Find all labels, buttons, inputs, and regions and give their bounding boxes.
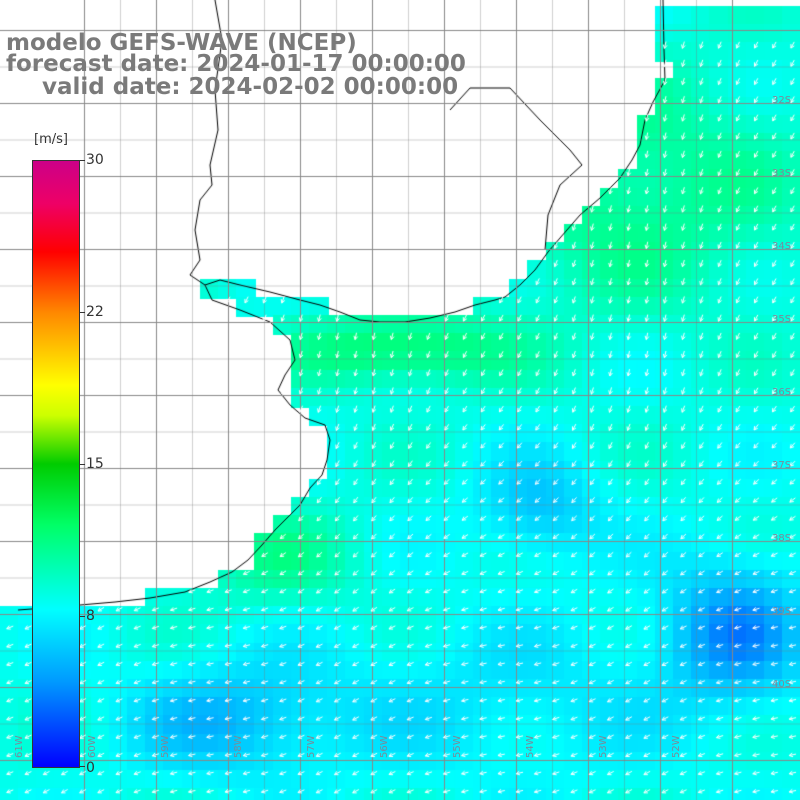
latitude-label: 40S: [772, 679, 792, 690]
colorbar-tick-0: 0: [86, 760, 95, 776]
latitude-label: 35S: [772, 314, 792, 325]
colorbar-tick-22: 22: [86, 304, 104, 320]
latitude-label: 34S: [772, 241, 792, 252]
colorbar-tick-8: 8: [86, 608, 95, 624]
longitude-label: 59W: [160, 735, 171, 758]
latitude-label: 36S: [772, 387, 792, 398]
colorbar-tick-15: 15: [86, 456, 104, 472]
longitude-label: 56W: [379, 735, 390, 758]
forecast-date: forecast date: 2024-01-17 00:00:00: [6, 51, 466, 77]
longitude-label: 55W: [452, 735, 463, 758]
longitude-label: 57W: [306, 735, 317, 758]
longitude-label: 58W: [233, 735, 244, 758]
map-title: modelo GEFS-WAVE (NCEP): [6, 30, 357, 56]
colorbar: [32, 160, 80, 768]
colorbar-tick-30: 30: [86, 152, 104, 168]
colorbar-tickmark: [79, 160, 85, 161]
colorbar-tickmark: [79, 464, 85, 465]
colorbar-tickmark: [79, 616, 85, 617]
latitude-label: 39S: [772, 606, 792, 617]
latitude-label: 38S: [772, 533, 792, 544]
longitude-label: 61W: [14, 735, 25, 758]
colorbar-tickmark: [79, 766, 85, 767]
longitude-label: 60W: [87, 735, 98, 758]
latitude-label: 32S: [772, 95, 792, 106]
longitude-label: 52W: [671, 735, 682, 758]
colorbar-tickmark: [79, 312, 85, 313]
longitude-label: 54W: [525, 735, 536, 758]
colorbar-unit: [m/s]: [34, 132, 68, 147]
latitude-label: 37S: [772, 460, 792, 471]
longitude-label: 53W: [598, 735, 609, 758]
valid-date: valid date: 2024-02-02 00:00:00: [42, 74, 459, 100]
latitude-label: 33S: [772, 168, 792, 179]
